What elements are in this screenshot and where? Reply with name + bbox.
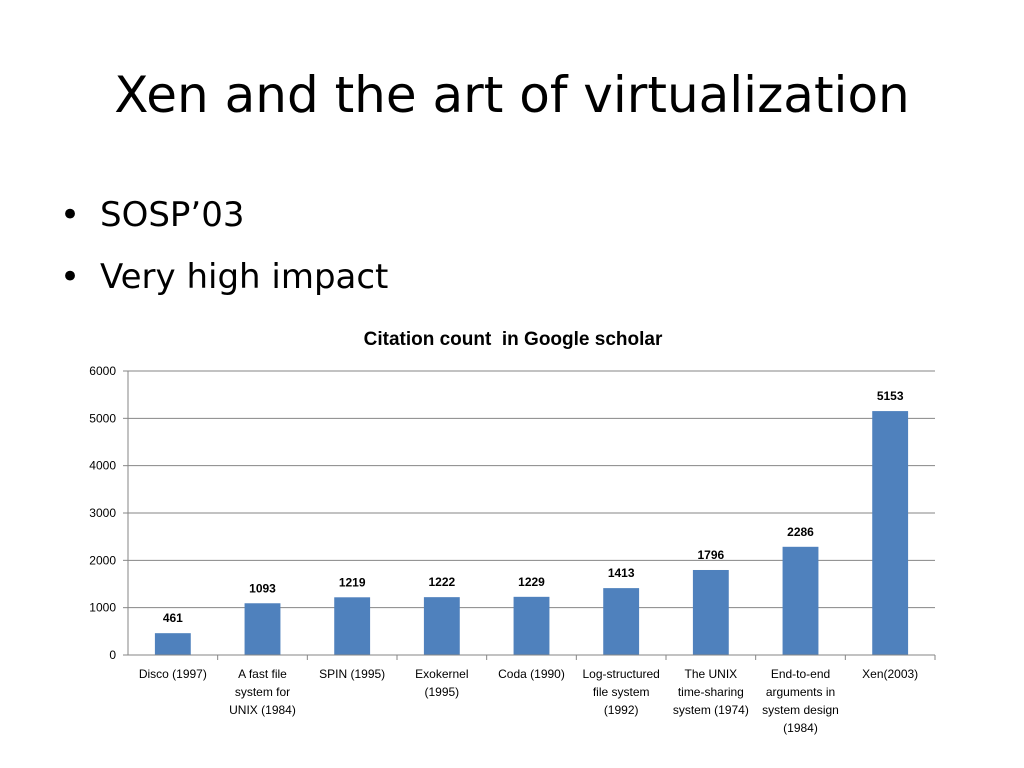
data-label: 1796 — [697, 548, 724, 562]
bullet-item: • SOSP’03 — [60, 188, 388, 250]
x-category-label: End-to-end — [771, 667, 830, 681]
x-category-label: (1992) — [604, 703, 639, 717]
x-category-label: Exokernel — [415, 667, 468, 681]
bar — [692, 569, 729, 655]
y-tick-label: 2000 — [89, 553, 116, 567]
bullet-dot-icon: • — [60, 257, 81, 297]
bar — [334, 597, 371, 655]
x-category-label: Xen(2003) — [862, 667, 918, 681]
x-category-label: SPIN (1995) — [319, 667, 385, 681]
x-category-label: file system — [593, 685, 650, 699]
bullet-item: • Very high impact — [60, 250, 388, 312]
data-label: 5153 — [877, 389, 904, 403]
x-category-label: arguments in — [766, 685, 835, 699]
x-category-label: system design — [762, 703, 839, 717]
x-category-label: time-sharing — [678, 685, 744, 699]
y-tick-label: 3000 — [89, 506, 116, 520]
y-tick-label: 4000 — [89, 459, 116, 473]
bar — [513, 596, 550, 655]
x-axis: Disco (1997) A fast file system for UNIX (1… — [128, 654, 936, 735]
x-category-label: Log-structured — [582, 667, 659, 681]
x-category-label: system for — [235, 685, 290, 699]
bar — [603, 588, 640, 655]
x-category-label: Disco (1997) — [139, 667, 207, 681]
bullet-dot-icon: • — [60, 195, 81, 235]
y-tick-label: 6000 — [89, 364, 116, 378]
bar — [244, 603, 281, 655]
bullet-list: • SOSP’03 • Very high impact — [60, 188, 388, 312]
bar — [423, 597, 460, 655]
data-label: 1413 — [608, 566, 635, 580]
chart-title: Citation count in Google scholar — [364, 329, 663, 350]
bar — [872, 411, 909, 655]
x-category-label: system (1974) — [673, 703, 749, 717]
data-label: 461 — [163, 611, 183, 625]
x-category-label: (1995) — [424, 685, 459, 699]
data-label: 1093 — [249, 581, 276, 595]
data-label: 1222 — [428, 575, 455, 589]
y-tick-label: 0 — [109, 648, 116, 662]
x-category-label: UNIX (1984) — [229, 703, 296, 717]
x-category-label: Coda (1990) — [498, 667, 565, 681]
data-label: 1229 — [518, 575, 545, 589]
x-category-label: The UNIX — [684, 667, 737, 681]
x-category-label: (1984) — [783, 721, 818, 735]
bars: 461 1093 1219 1222 1229 1413 1796 2286 5153 — [154, 389, 909, 655]
data-label: 1219 — [339, 575, 366, 589]
x-category-label: A fast file — [238, 667, 287, 681]
bullet-text: SOSP’03 — [100, 195, 245, 235]
data-label: 2286 — [787, 525, 814, 539]
bar — [154, 633, 191, 655]
y-axis: 0 1000 2000 3000 4000 5000 6000 — [89, 364, 129, 662]
bar — [782, 546, 819, 655]
y-tick-label: 5000 — [89, 411, 116, 425]
bullet-text: Very high impact — [100, 257, 389, 297]
slide-title: Xen and the art of virtualization — [114, 66, 910, 124]
y-tick-label: 1000 — [89, 601, 116, 615]
